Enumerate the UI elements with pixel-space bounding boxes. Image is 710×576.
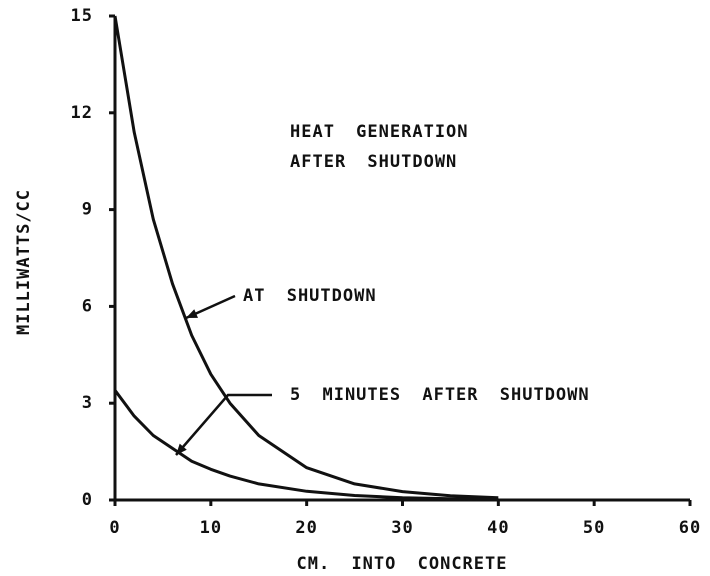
- series-label: 5 MINUTES AFTER SHUTDOWN: [290, 385, 590, 405]
- series-label: AT SHUTDOWN: [243, 286, 377, 306]
- y-tick-label: 12: [71, 103, 93, 123]
- x-tick-label: 30: [391, 518, 413, 538]
- x-tick-label: 60: [679, 518, 701, 538]
- x-axis-label: CM. INTO CONCRETE: [297, 554, 508, 574]
- y-tick-label: 15: [71, 6, 93, 26]
- x-tick-label: 50: [583, 518, 605, 538]
- label-arrow: [175, 393, 272, 456]
- chart-title: AFTER SHUTDOWN: [290, 152, 457, 172]
- x-tick-label: 0: [109, 518, 120, 538]
- x-tick-label: 40: [487, 518, 509, 538]
- x-tick-label: 20: [295, 518, 317, 538]
- arrow-head: [176, 443, 187, 455]
- arrow-head: [186, 309, 198, 318]
- y-tick-label: 6: [82, 296, 93, 316]
- y-axis-label: MILLIWATTS/CC: [14, 189, 34, 335]
- line-series: [113, 15, 499, 500]
- y-tick-label: 3: [82, 393, 93, 413]
- x-tick-label: 10: [200, 518, 222, 538]
- line-series: [113, 389, 499, 501]
- y-tick-label: 0: [82, 490, 93, 510]
- chart-title: HEAT GENERATION: [290, 122, 469, 142]
- y-tick-label: 9: [82, 200, 93, 220]
